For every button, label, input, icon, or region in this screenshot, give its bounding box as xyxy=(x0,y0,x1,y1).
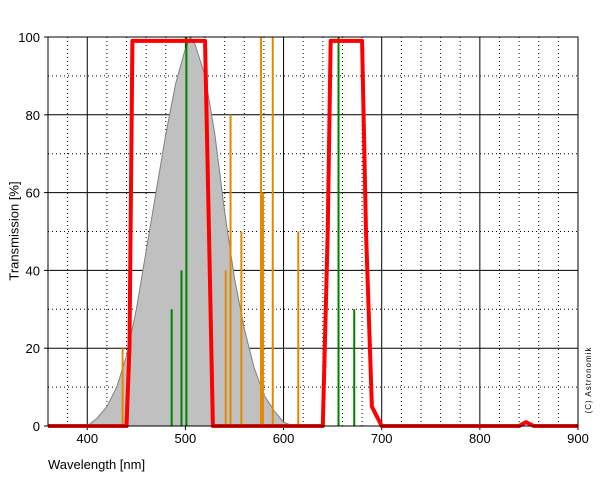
watermark: (C) Astronomik xyxy=(584,347,593,414)
x-tick-label: 900 xyxy=(567,431,589,446)
y-tick-label: 60 xyxy=(26,186,40,201)
y-tick-label: 100 xyxy=(18,30,40,45)
plot-frame xyxy=(47,36,579,427)
x-tick-label: 800 xyxy=(469,431,491,446)
y-tick-label: 40 xyxy=(26,263,40,278)
x-axis-label: Wavelength [nm] xyxy=(48,457,145,472)
y-axis-label: Transmission [%] xyxy=(6,181,21,280)
y-tick-label: 20 xyxy=(26,341,40,356)
y-tick-label: 0 xyxy=(33,419,40,434)
x-tick-label: 700 xyxy=(371,431,393,446)
line xyxy=(48,38,578,428)
x-tick-label: 600 xyxy=(273,431,295,446)
y-tick-label: 80 xyxy=(26,108,40,123)
x-tick-label: 500 xyxy=(175,431,197,446)
x-tick-label: 400 xyxy=(76,431,98,446)
